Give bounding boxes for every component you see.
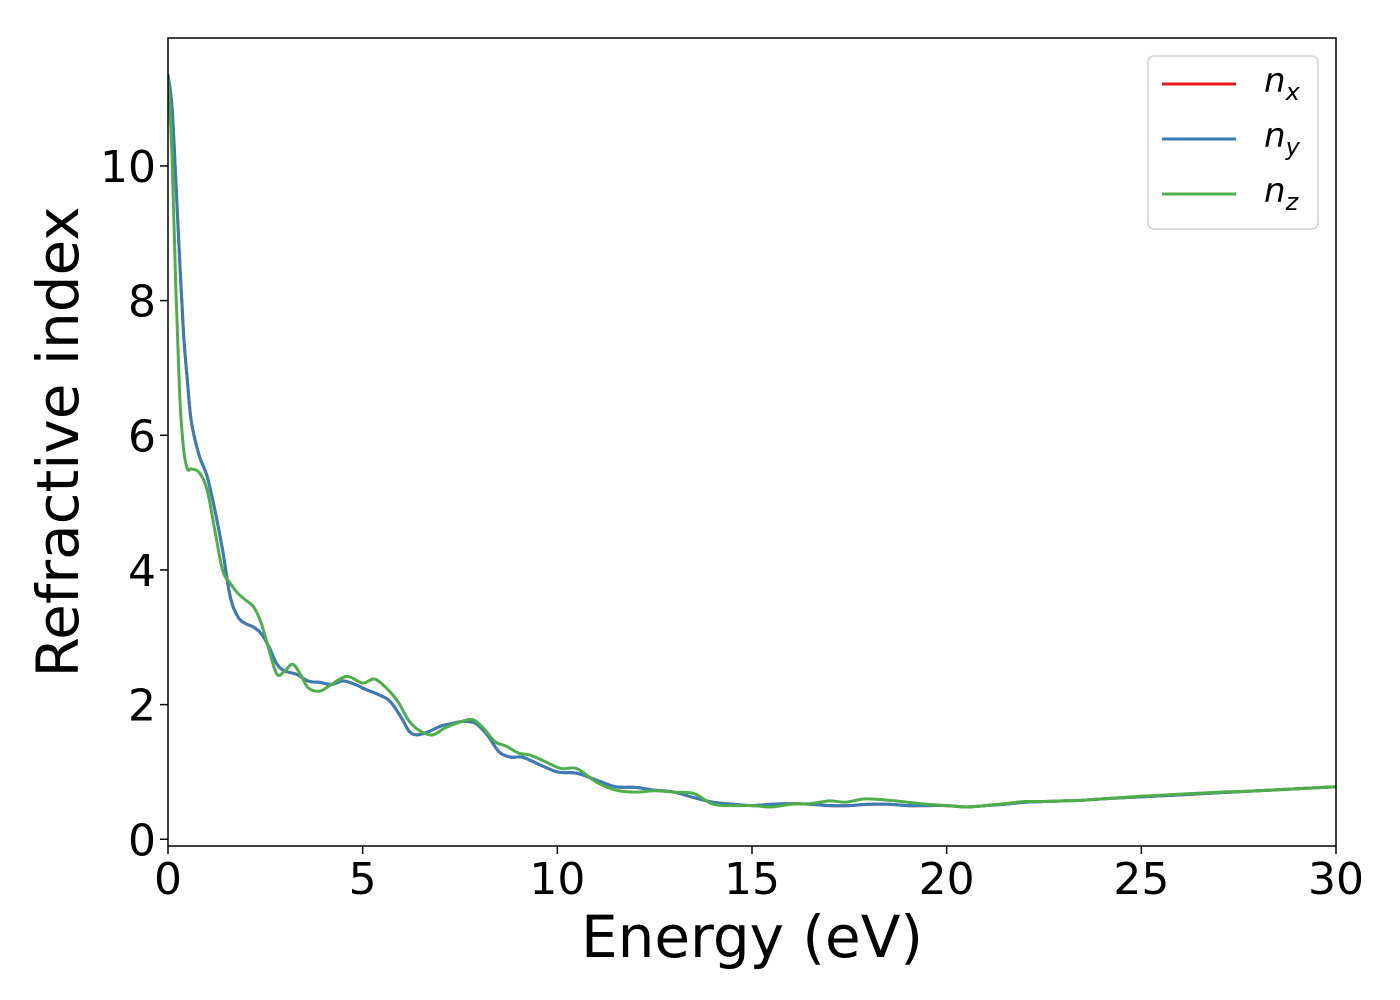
x-tick-label: 10: [529, 854, 585, 905]
y-tick-label: 10: [100, 142, 156, 193]
x-tick-label: 30: [1308, 854, 1364, 905]
y-axis-ticks: 0 2 4 6 8 10: [100, 142, 168, 866]
legend-label-y: ny: [1264, 116, 1301, 161]
x-axis-ticks: 0 5 10 15 20 25 30: [154, 846, 1364, 905]
y-tick-label: 4: [128, 546, 156, 597]
series-group: [168, 73, 1336, 809]
y-axis-label: Refractive index: [24, 206, 92, 677]
y-tick-label: 8: [128, 277, 156, 328]
legend-box: [1147, 55, 1319, 230]
x-tick-label: 15: [724, 854, 780, 905]
series-line-z: [168, 76, 1336, 809]
x-tick-label: 0: [154, 854, 182, 905]
legend: nx ny nz: [1147, 55, 1319, 230]
plot-area: [167, 37, 1337, 847]
x-tick-label: 20: [919, 854, 975, 905]
x-tick-label: 25: [1113, 854, 1169, 905]
y-tick-label: 6: [128, 411, 156, 462]
x-axis-label: Energy (eV): [581, 903, 923, 971]
legend-label-x: nx: [1264, 61, 1301, 106]
legend-label-z: nz: [1264, 171, 1300, 216]
x-tick-label: 5: [349, 854, 377, 905]
y-tick-label: 0: [128, 815, 156, 866]
y-tick-label: 2: [128, 681, 156, 732]
